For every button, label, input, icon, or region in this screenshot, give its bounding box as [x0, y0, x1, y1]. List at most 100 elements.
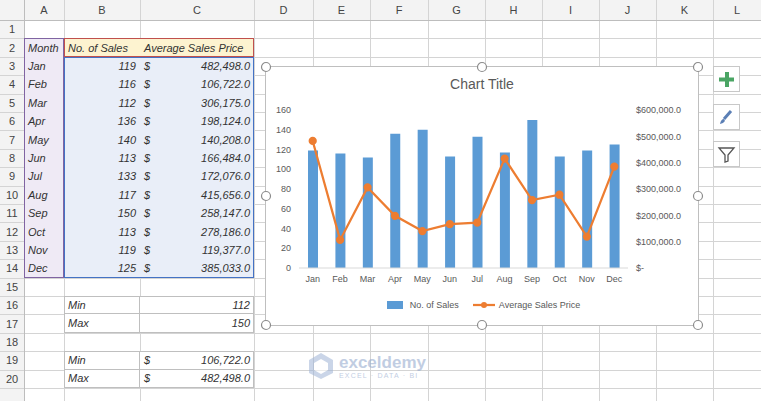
- html-text:Average Sales Price: Average Sales Price: [498, 300, 581, 310]
- svg-text:Aug: Aug: [497, 274, 513, 284]
- html-text:140,208.0: 140,208.0: [201, 133, 250, 146]
- svg-text:$600,000.0: $600,000.0: [636, 105, 681, 115]
- html-text:Min: Min: [68, 298, 86, 311]
- html-text:306,175.0: 306,175.0: [201, 96, 250, 109]
- html-text:exceldemy: exceldemy: [339, 352, 426, 372]
- html-text:Dec: Dec: [28, 262, 48, 275]
- svg-text:$-: $-: [636, 263, 644, 273]
- html-text:Max: Max: [68, 317, 89, 330]
- svg-text:160: 160: [276, 105, 291, 115]
- svg-text:Apr: Apr: [388, 274, 402, 284]
- svg-text:Sep: Sep: [524, 274, 540, 284]
- html-text:No. of Sales: No. of Sales: [68, 41, 128, 54]
- html-text:Month: Month: [28, 41, 59, 54]
- svg-text:May: May: [414, 274, 432, 284]
- svg-text:40: 40: [281, 224, 291, 234]
- html-text:278,186.0: 278,186.0: [201, 225, 250, 238]
- html-text:Average Sales Price: Average Sales Price: [144, 41, 244, 54]
- html-text:150: 150: [231, 317, 250, 330]
- html-text:415,656.0: 415,656.0: [201, 188, 250, 201]
- html-text:198,124.0: 198,124.0: [201, 115, 250, 128]
- html-text:No. of Sales: No. of Sales: [409, 300, 459, 310]
- html-text:B: B: [98, 4, 106, 16]
- svg-text:20: 20: [281, 243, 291, 253]
- html-text:166,484.0: 166,484.0: [201, 152, 250, 164]
- html-text:106,722.0: 106,722.0: [201, 353, 250, 366]
- html-text:A: A: [40, 4, 48, 16]
- html-text:150: 150: [117, 207, 136, 220]
- html-text:113: 113: [118, 225, 136, 238]
- html-text:Jan: Jan: [28, 60, 46, 72]
- html-text:117: 117: [118, 188, 136, 201]
- html-text:116: 116: [118, 78, 136, 91]
- html-text:May: May: [28, 133, 49, 146]
- svg-text:Dec: Dec: [606, 274, 623, 284]
- html-text:H: H: [509, 4, 518, 16]
- html-text:Max: Max: [68, 372, 89, 385]
- html-text:13: 13: [5, 244, 19, 256]
- html-text:125: 125: [117, 262, 136, 275]
- html-text:12: 12: [5, 225, 19, 238]
- svg-text:$500,000.0: $500,000.0: [636, 132, 681, 142]
- html-text:18: 18: [5, 336, 19, 348]
- html-text:113: 113: [118, 152, 136, 164]
- svg-text:Nov: Nov: [579, 274, 596, 284]
- html-text:Aug: Aug: [28, 188, 48, 201]
- html-text:482,498.0: 482,498.0: [201, 60, 250, 72]
- html-text:140: 140: [117, 133, 136, 146]
- html-text:119: 119: [118, 244, 136, 256]
- svg-text:$200,000.0: $200,000.0: [636, 211, 681, 221]
- html-text:17: 17: [5, 317, 19, 330]
- html-text:19: 19: [5, 354, 19, 367]
- html-text:K: K: [680, 4, 689, 16]
- html-text:112: 112: [118, 96, 136, 109]
- html-text:L: L: [733, 4, 741, 16]
- svg-text:Feb: Feb: [332, 274, 348, 284]
- html-text:112: 112: [232, 298, 250, 311]
- svg-text:120: 120: [276, 145, 291, 155]
- svg-text:140: 140: [276, 125, 291, 135]
- svg-text:Oct: Oct: [552, 274, 567, 284]
- svg-text:$100,000.0: $100,000.0: [636, 237, 681, 247]
- html-text:119: 119: [118, 60, 136, 72]
- html-text:G: G: [452, 4, 461, 16]
- html-text:136: 136: [117, 115, 136, 128]
- svg-text:Mar: Mar: [360, 274, 376, 284]
- html-text:Oct: Oct: [28, 225, 46, 238]
- html-text:14: 14: [5, 262, 19, 275]
- html-text:11: 11: [6, 207, 18, 220]
- svg-text:Jun: Jun: [443, 274, 458, 284]
- svg-text:0: 0: [286, 263, 291, 273]
- html-text:Apr: Apr: [28, 115, 46, 128]
- html-text:15: 15: [5, 280, 19, 293]
- html-text:385,033.0: 385,033.0: [201, 262, 250, 275]
- svg-text:$300,000.0: $300,000.0: [636, 184, 681, 194]
- html-text:C: C: [193, 4, 201, 16]
- html-text:106,722.0: 106,722.0: [201, 78, 250, 91]
- html-text:E: E: [337, 4, 346, 16]
- html-text:16: 16: [5, 299, 19, 312]
- html-text:10: 10: [5, 188, 19, 201]
- html-text:Jun: Jun: [28, 152, 46, 164]
- svg-text:100: 100: [276, 164, 291, 174]
- svg-text:80: 80: [281, 184, 291, 194]
- html-text:Mar: Mar: [28, 96, 47, 109]
- svg-text:Jan: Jan: [305, 274, 320, 284]
- html-text:Sep: Sep: [28, 207, 48, 220]
- html-text:Nov: Nov: [28, 244, 48, 256]
- html-text:172,076.0: 172,076.0: [201, 170, 250, 183]
- svg-text:60: 60: [281, 204, 291, 214]
- html-text:20: 20: [5, 372, 19, 385]
- html-text:133: 133: [117, 170, 136, 183]
- html-text:Min: Min: [68, 353, 86, 366]
- html-text:119,377.0: 119,377.0: [201, 244, 250, 256]
- html-text:Chart Title: Chart Title: [450, 76, 514, 92]
- svg-text:$400,000.0: $400,000.0: [636, 158, 681, 168]
- html-text:Feb: Feb: [28, 78, 47, 91]
- html-text:Jul: Jul: [28, 170, 43, 183]
- html-text:258,147.0: 258,147.0: [201, 207, 250, 220]
- html-text:482,498.0: 482,498.0: [201, 372, 250, 385]
- html-text:F: F: [395, 4, 403, 16]
- svg-text:Jul: Jul: [471, 274, 483, 284]
- html-text:D: D: [279, 4, 288, 16]
